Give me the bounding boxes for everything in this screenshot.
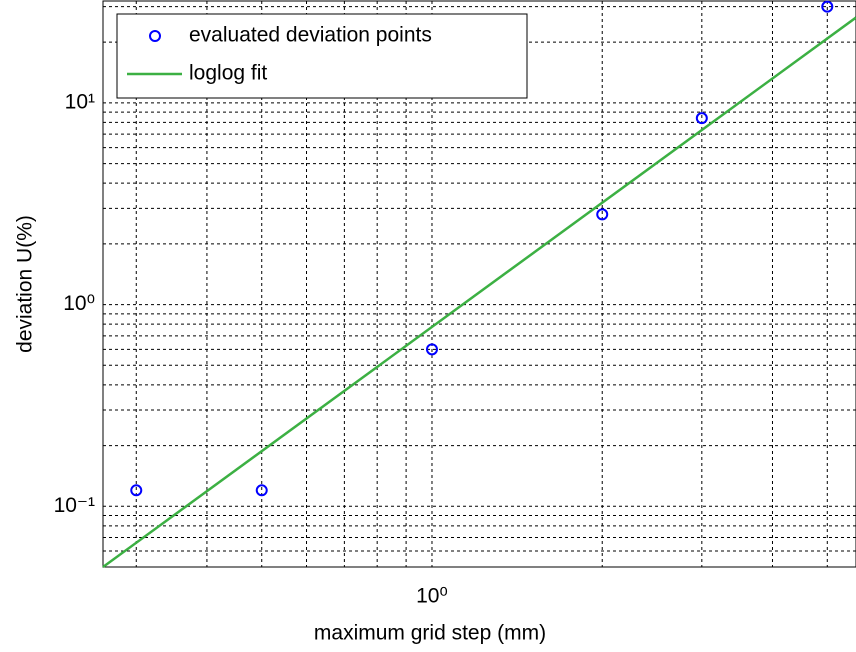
legend-label: loglog fit [189, 62, 267, 85]
data-point [130, 484, 143, 497]
x-tick-label: 10⁰ [416, 585, 448, 608]
y-tick-label: 10⁻¹ [54, 494, 95, 517]
fit-line [102, 16, 856, 569]
legend-swatch [149, 30, 161, 42]
y-axis-label: deviation U(%) [14, 215, 37, 353]
x-axis-label: maximum grid step (mm) [314, 622, 546, 645]
plot-frame [102, 0, 856, 568]
data-point [425, 343, 438, 356]
y-tick-label: 10⁰ [63, 292, 95, 315]
y-tick-label: 10¹ [65, 90, 95, 113]
data-point [255, 484, 268, 497]
data-point [695, 112, 708, 125]
legend-label: evaluated deviation points [189, 24, 432, 47]
data-point [821, 0, 834, 13]
legend-box [116, 13, 528, 99]
data-point [596, 208, 609, 221]
